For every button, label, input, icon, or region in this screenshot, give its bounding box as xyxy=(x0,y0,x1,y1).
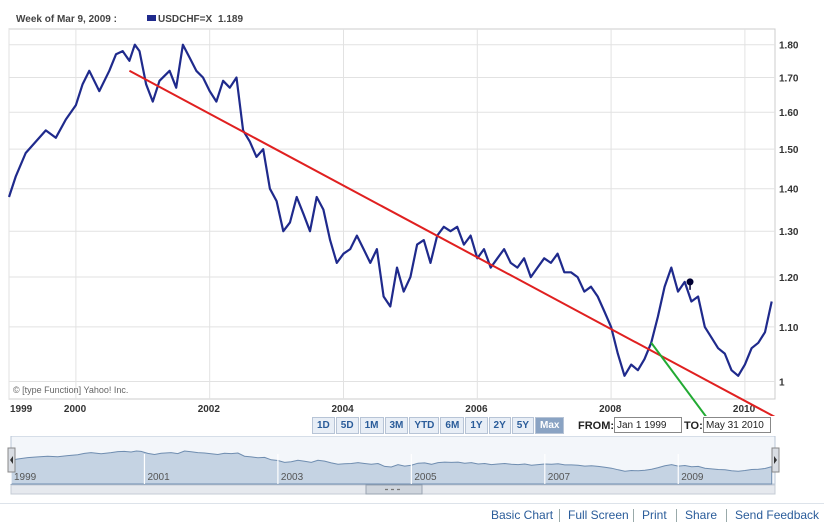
footer-separator xyxy=(726,509,727,522)
footer-separator xyxy=(559,509,560,522)
x-tick-label: 2006 xyxy=(465,404,488,415)
range-button-1m[interactable]: 1M xyxy=(359,417,384,434)
trendline-red xyxy=(128,69,776,416)
main-chart: 1.80 1.70 1.60 1.50 1.40 1.30 1.20 1.10 1 1999 20… xyxy=(7,14,799,416)
x-tick-label: 2004 xyxy=(331,404,354,415)
copyright-text: © [type Function] Yahoo! Inc. xyxy=(13,385,128,395)
footer-bar: Basic Chart Full Screen Print Share Send Fee… xyxy=(0,503,824,528)
x-tick-label: 2000 xyxy=(64,404,87,415)
navigator-year-label: 1999 xyxy=(14,472,37,483)
footer-link-full-screen[interactable]: Full Screen xyxy=(568,508,629,522)
range-button-5y[interactable]: 5Y xyxy=(511,417,535,434)
navigator-area xyxy=(10,450,773,485)
footer-link-share[interactable]: Share xyxy=(685,508,718,522)
range-button-max[interactable]: Max xyxy=(535,417,565,434)
y-tick-label: 1.40 xyxy=(779,185,799,196)
footer-separator xyxy=(633,509,634,522)
y-tick-label: 1.20 xyxy=(779,273,799,284)
y-tick-label: 1.70 xyxy=(779,73,799,84)
x-tick-label: 2002 xyxy=(198,404,221,415)
navigator-year-label: 2001 xyxy=(147,472,170,483)
range-button-5d[interactable]: 5D xyxy=(335,417,359,434)
week-label: Week of Mar 9, 2009 : xyxy=(16,14,117,25)
range-button-ytd[interactable]: YTD xyxy=(409,417,440,434)
y-tick-label: 1.50 xyxy=(779,145,799,156)
range-button-bar: 1D 5D 1M 3M YTD 6M 1Y 2Y 5Y Max xyxy=(312,417,565,434)
from-date-input[interactable] xyxy=(614,417,682,433)
chevron-left-icon xyxy=(10,456,13,464)
trendline-green xyxy=(650,342,707,416)
range-button-1y[interactable]: 1Y xyxy=(465,417,488,434)
y-tick-label: 1.80 xyxy=(779,41,799,52)
y-tick-label: 1.10 xyxy=(779,323,799,334)
x-tick-label: 2010 xyxy=(733,404,756,415)
footer-link-print[interactable]: Print xyxy=(642,508,667,522)
to-date-input[interactable] xyxy=(703,417,771,433)
x-axis: 1999 2000 2002 2004 2006 2008 2010 xyxy=(10,404,756,415)
y-tick-label: 1.60 xyxy=(779,108,799,119)
trend-layer xyxy=(128,69,776,416)
plot-background xyxy=(8,28,776,400)
navigator-series xyxy=(10,450,773,485)
navigator-year-label: 2009 xyxy=(681,472,704,483)
range-button-1d[interactable]: 1D xyxy=(312,417,335,434)
x-tick-label: 1999 xyxy=(10,404,33,415)
y-axis: 1.80 1.70 1.60 1.50 1.40 1.30 1.20 1.10 1 xyxy=(779,41,799,389)
navigator-year-label: 2007 xyxy=(548,472,571,483)
navigator-axis: 1999 2001 2003 2005 2007 2009 xyxy=(10,454,704,484)
y-tick-label: 1.30 xyxy=(779,227,799,238)
x-tick-label: 2008 xyxy=(599,404,622,415)
navigator-year-label: 2005 xyxy=(414,472,437,483)
legend-swatch xyxy=(147,15,156,21)
series-line-usdchf xyxy=(7,43,773,377)
legend-series-name: USDCHF=X xyxy=(158,14,213,25)
to-label: TO: xyxy=(684,420,703,432)
footer-link-basic-chart[interactable]: Basic Chart xyxy=(491,508,554,522)
series-layer xyxy=(7,43,773,377)
range-button-3m[interactable]: 3M xyxy=(384,417,409,434)
from-label: FROM: xyxy=(578,420,615,432)
range-button-6m[interactable]: 6M xyxy=(440,417,465,434)
navigator-year-label: 2003 xyxy=(281,472,304,483)
legend-series-value: 1.189 xyxy=(218,14,243,25)
footer-separator xyxy=(676,509,677,522)
y-tick-label: 1 xyxy=(779,378,785,389)
range-button-2y[interactable]: 2Y xyxy=(488,417,511,434)
footer-link-send-feedback[interactable]: Send Feedback xyxy=(735,508,820,522)
navigator-chart[interactable]: 1999 2001 2003 2005 2007 2009 xyxy=(0,436,824,498)
chevron-right-icon xyxy=(774,456,777,464)
